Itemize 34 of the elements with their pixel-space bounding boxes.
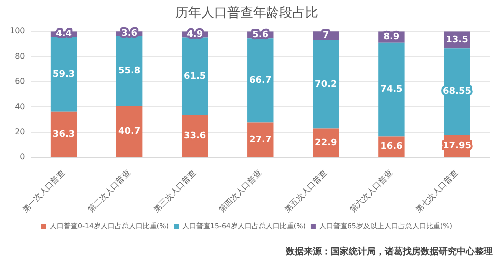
data-label: 13.5 bbox=[446, 35, 468, 46]
data-label: 70.2 bbox=[315, 80, 338, 90]
data-label: 8.9 bbox=[384, 32, 400, 43]
data-label: 55.8 bbox=[118, 66, 141, 77]
source-note: 数据来源：国家统计局，诸葛找房数据研究中心整理 bbox=[285, 246, 493, 258]
data-label: 33.6 bbox=[184, 132, 206, 142]
y-tick-label: 80 bbox=[15, 52, 26, 61]
bar bbox=[313, 40, 340, 129]
data-label: 61.5 bbox=[184, 72, 206, 82]
data-label: 74.5 bbox=[380, 85, 403, 96]
y-tick-label: 60 bbox=[15, 77, 26, 86]
y-tick-label: 40 bbox=[15, 102, 26, 112]
data-label: 7 bbox=[323, 31, 330, 42]
data-label: 22.9 bbox=[315, 138, 338, 148]
x-tick-label: 第六次人口普查 bbox=[348, 168, 395, 214]
data-label: 40.7 bbox=[118, 127, 141, 138]
data-label: 66.7 bbox=[250, 76, 272, 86]
data-label: 5.6 bbox=[252, 30, 269, 40]
bar bbox=[378, 42, 405, 137]
x-tick-label: 第四次人口普查 bbox=[218, 168, 264, 214]
x-tick-label: 第三次人口普查 bbox=[152, 168, 198, 214]
data-label: 4.9 bbox=[187, 30, 204, 40]
x-tick-label: 第二次人口普查 bbox=[86, 168, 132, 214]
x-tick-label: 第七次人口普查 bbox=[414, 168, 460, 214]
y-tick-label: 100 bbox=[10, 26, 26, 36]
data-label: 16.6 bbox=[380, 142, 403, 152]
y-tick-label: 20 bbox=[15, 127, 26, 136]
data-label: 36.3 bbox=[52, 130, 76, 140]
x-tick-label: 第一次人口普查 bbox=[20, 168, 67, 214]
y-tick-label: 0 bbox=[20, 152, 26, 162]
data-label: 59.3 bbox=[52, 70, 76, 80]
data-label: 27.7 bbox=[250, 135, 272, 146]
chart-title: 历年人口普查年龄段占比 bbox=[176, 5, 318, 22]
x-tick-label: 第五次人口普查 bbox=[283, 168, 330, 214]
